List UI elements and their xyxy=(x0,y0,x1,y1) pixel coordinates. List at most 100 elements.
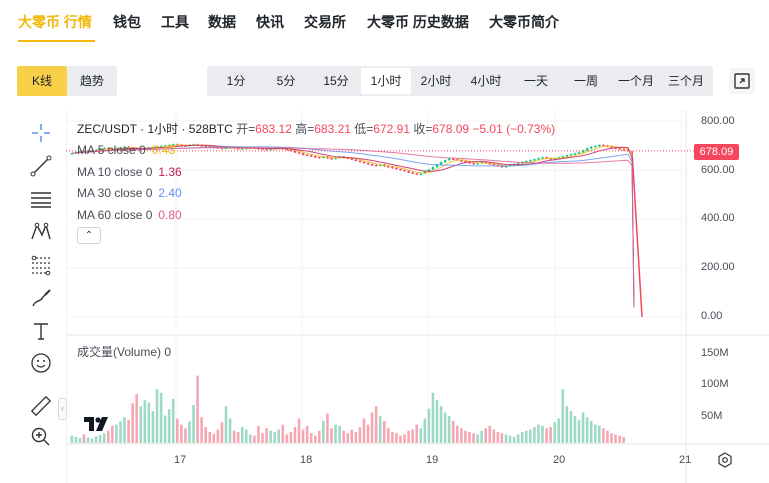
candle-body xyxy=(374,165,378,167)
volume-bar xyxy=(403,434,406,443)
tradingview-logo xyxy=(84,417,108,431)
candle-body xyxy=(610,146,613,148)
candle-body xyxy=(330,158,333,160)
candle-body xyxy=(533,159,536,161)
volume-bar xyxy=(589,420,593,443)
interval-15m[interactable]: 15分 xyxy=(323,74,349,88)
volume-bar xyxy=(318,430,321,443)
horizontal-lines-tool[interactable] xyxy=(28,186,54,212)
candle-body xyxy=(419,173,423,175)
interval-4h[interactable]: 4小时 xyxy=(470,74,502,88)
ma10-value: 1.36 xyxy=(158,165,182,179)
candle-body xyxy=(561,156,565,158)
low-value: 672.91 xyxy=(373,122,410,136)
nav-item-intro[interactable]: 大零币简介 xyxy=(489,14,559,30)
candle-body xyxy=(598,145,601,147)
volume-bar xyxy=(614,434,617,443)
fullscreen-button[interactable] xyxy=(729,68,755,94)
volume-bar xyxy=(512,436,516,443)
volume-bar xyxy=(265,428,268,443)
volume-bar xyxy=(200,417,203,443)
legend-collapse-button[interactable]: ⌃ xyxy=(77,227,101,244)
candle-body xyxy=(378,164,382,166)
ma60-legend: MA 60 close 0 0.80 xyxy=(77,208,182,222)
candle-body xyxy=(98,148,102,150)
candle-body xyxy=(318,157,321,159)
zoom-tool[interactable] xyxy=(28,424,54,450)
trendline-icon xyxy=(30,155,52,177)
nav-item-history[interactable]: 大零币 历史数据 xyxy=(367,14,469,30)
crosshair-tool[interactable] xyxy=(28,120,54,146)
nav-item-news[interactable]: 快讯 xyxy=(256,14,284,30)
brush-icon xyxy=(32,289,51,307)
volume-bar xyxy=(598,425,601,443)
volume-bar xyxy=(358,427,362,443)
text-tool[interactable] xyxy=(28,318,54,344)
emoji-tool[interactable] xyxy=(28,350,54,376)
pattern-tool[interactable] xyxy=(28,219,54,245)
gear-icon[interactable] xyxy=(717,452,733,468)
ma30-label: MA 30 close 0 xyxy=(77,186,153,200)
candle-body xyxy=(289,149,293,152)
volume-bar xyxy=(224,406,228,443)
volume-bar xyxy=(111,425,114,443)
volume-bar xyxy=(439,406,443,443)
volume-bar xyxy=(196,375,199,443)
volume-bar xyxy=(330,428,333,443)
candle-body xyxy=(370,164,374,166)
fib-tool[interactable] xyxy=(28,252,54,278)
last-price-tag: 678.09 xyxy=(694,144,739,160)
candle-body xyxy=(472,163,475,165)
interval-1m[interactable]: 1分 xyxy=(226,74,246,88)
ruler-tool[interactable] xyxy=(28,393,54,419)
interval-3mo[interactable]: 三个月 xyxy=(667,74,704,88)
candle-body xyxy=(492,164,496,166)
brush-tool[interactable] xyxy=(28,285,54,311)
candle-body xyxy=(313,156,317,158)
volume-bar xyxy=(228,418,232,443)
interval-1w[interactable]: 一周 xyxy=(573,74,598,88)
candle-body xyxy=(589,146,593,149)
candle-body xyxy=(504,166,508,168)
candle-body xyxy=(293,150,297,153)
volume-bar xyxy=(249,434,252,443)
volume-bar xyxy=(107,430,110,443)
volume-bar xyxy=(131,403,134,443)
pattern-icon xyxy=(31,222,51,240)
time-tick: 17 xyxy=(174,454,187,466)
volume-bar xyxy=(115,424,118,443)
candle-body xyxy=(545,157,548,159)
nav-item-data[interactable]: 数据 xyxy=(208,14,236,30)
nav-item-market[interactable]: 大零币 行情 xyxy=(18,14,92,30)
nav-item-exchanges[interactable]: 交易所 xyxy=(304,14,346,30)
nav-item-tools[interactable]: 工具 xyxy=(161,14,189,30)
volume-bar xyxy=(431,392,435,443)
interval-1mo[interactable]: 一个月 xyxy=(617,74,654,88)
candle-body xyxy=(577,152,581,154)
volume-bar xyxy=(261,433,264,443)
candle-body xyxy=(94,149,98,151)
tab-trend[interactable]: 趋势 xyxy=(79,74,104,88)
volume-bar xyxy=(212,433,216,443)
nav-item-wallet[interactable]: 钱包 xyxy=(113,14,141,30)
interval-1h[interactable]: 1小时 xyxy=(361,68,411,94)
volume-bar xyxy=(74,436,78,443)
interval-5m[interactable]: 5分 xyxy=(276,74,296,88)
tab-kline[interactable]: K线 xyxy=(17,66,67,96)
volume-bar xyxy=(468,431,471,443)
candle-body xyxy=(516,163,520,165)
interval-2h[interactable]: 2小时 xyxy=(420,74,452,88)
chart-area[interactable] xyxy=(66,110,769,483)
candle-body xyxy=(358,160,362,162)
volume-bar xyxy=(492,429,496,443)
interval-1d[interactable]: 一天 xyxy=(523,74,548,88)
fibonacci-icon xyxy=(31,255,51,276)
candlestick-chart[interactable] xyxy=(66,110,769,483)
high-label: 高= xyxy=(295,122,315,136)
volume-tick: 150M xyxy=(701,347,729,359)
close-value: 678.09 xyxy=(432,122,470,136)
volume-bar xyxy=(289,431,293,443)
trendline-tool[interactable] xyxy=(28,153,54,179)
candle-body xyxy=(399,169,402,171)
volume-bar xyxy=(456,425,459,443)
